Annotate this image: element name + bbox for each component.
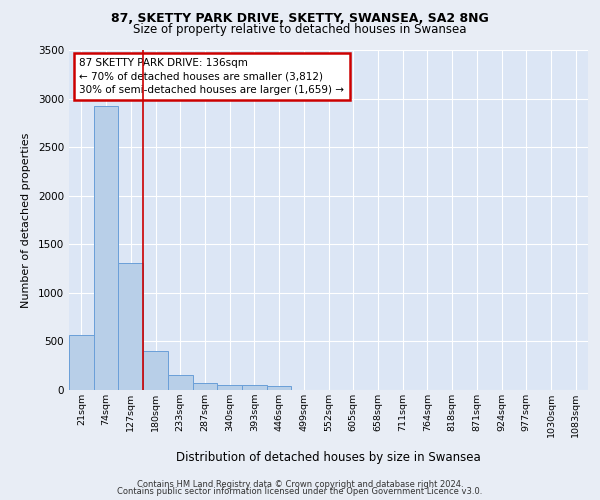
Bar <box>168 375 193 390</box>
Bar <box>193 382 217 390</box>
Bar <box>118 262 143 390</box>
Text: 87 SKETTY PARK DRIVE: 136sqm
← 70% of detached houses are smaller (3,812)
30% of: 87 SKETTY PARK DRIVE: 136sqm ← 70% of de… <box>79 58 344 95</box>
Bar <box>217 384 242 390</box>
Bar <box>267 386 292 390</box>
Y-axis label: Number of detached properties: Number of detached properties <box>21 132 31 308</box>
Bar <box>69 334 94 390</box>
Text: Contains public sector information licensed under the Open Government Licence v3: Contains public sector information licen… <box>118 487 482 496</box>
Bar <box>94 106 118 390</box>
Text: Size of property relative to detached houses in Swansea: Size of property relative to detached ho… <box>133 22 467 36</box>
X-axis label: Distribution of detached houses by size in Swansea: Distribution of detached houses by size … <box>176 451 481 464</box>
Bar <box>242 385 267 390</box>
Text: 87, SKETTY PARK DRIVE, SKETTY, SWANSEA, SA2 8NG: 87, SKETTY PARK DRIVE, SKETTY, SWANSEA, … <box>111 12 489 26</box>
Bar <box>143 351 168 390</box>
Text: Contains HM Land Registry data © Crown copyright and database right 2024.: Contains HM Land Registry data © Crown c… <box>137 480 463 489</box>
